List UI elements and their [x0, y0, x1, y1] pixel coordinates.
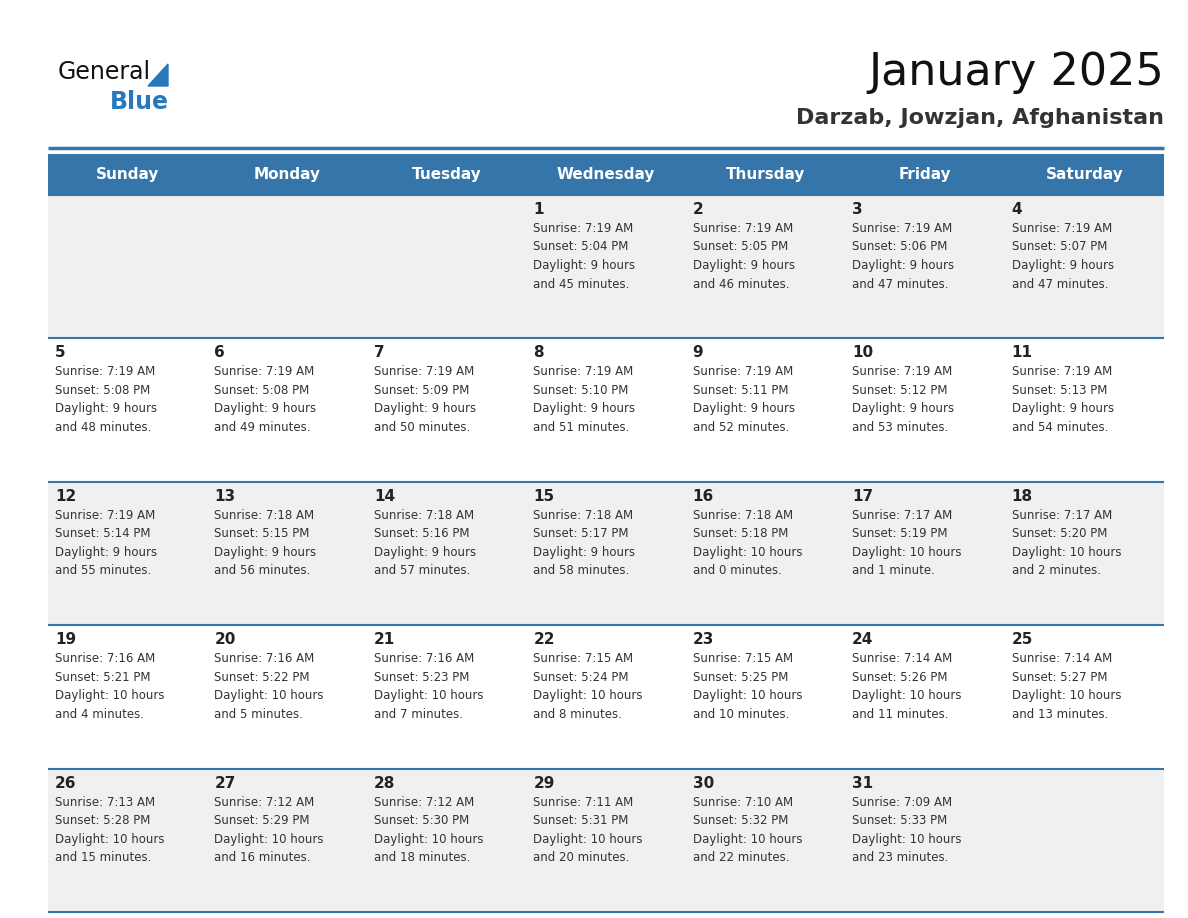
Text: 28: 28	[374, 776, 396, 790]
Text: Sunrise: 7:11 AM
Sunset: 5:31 PM
Daylight: 10 hours
and 20 minutes.: Sunrise: 7:11 AM Sunset: 5:31 PM Dayligh…	[533, 796, 643, 864]
Text: Sunday: Sunday	[96, 167, 159, 183]
Text: 30: 30	[693, 776, 714, 790]
Text: Sunrise: 7:19 AM
Sunset: 5:12 PM
Daylight: 9 hours
and 53 minutes.: Sunrise: 7:19 AM Sunset: 5:12 PM Dayligh…	[852, 365, 954, 434]
Text: 2: 2	[693, 202, 703, 217]
Text: 6: 6	[214, 345, 226, 361]
Text: Saturday: Saturday	[1045, 167, 1123, 183]
Text: Sunrise: 7:19 AM
Sunset: 5:07 PM
Daylight: 9 hours
and 47 minutes.: Sunrise: 7:19 AM Sunset: 5:07 PM Dayligh…	[1011, 222, 1113, 290]
Bar	[845, 155, 1005, 195]
Text: 24: 24	[852, 633, 873, 647]
Text: Sunrise: 7:12 AM
Sunset: 5:30 PM
Daylight: 10 hours
and 18 minutes.: Sunrise: 7:12 AM Sunset: 5:30 PM Dayligh…	[374, 796, 484, 864]
Text: 15: 15	[533, 488, 555, 504]
Text: Sunrise: 7:19 AM
Sunset: 5:05 PM
Daylight: 9 hours
and 46 minutes.: Sunrise: 7:19 AM Sunset: 5:05 PM Dayligh…	[693, 222, 795, 290]
Text: 18: 18	[1011, 488, 1032, 504]
Text: 8: 8	[533, 345, 544, 361]
Text: Sunrise: 7:18 AM
Sunset: 5:18 PM
Daylight: 10 hours
and 0 minutes.: Sunrise: 7:18 AM Sunset: 5:18 PM Dayligh…	[693, 509, 802, 577]
Text: Wednesday: Wednesday	[557, 167, 656, 183]
Bar	[367, 155, 526, 195]
Text: Sunrise: 7:17 AM
Sunset: 5:19 PM
Daylight: 10 hours
and 1 minute.: Sunrise: 7:17 AM Sunset: 5:19 PM Dayligh…	[852, 509, 961, 577]
Text: Sunrise: 7:19 AM
Sunset: 5:13 PM
Daylight: 9 hours
and 54 minutes.: Sunrise: 7:19 AM Sunset: 5:13 PM Dayligh…	[1011, 365, 1113, 434]
Text: 17: 17	[852, 488, 873, 504]
Bar	[48, 768, 1164, 912]
Text: Sunrise: 7:16 AM
Sunset: 5:21 PM
Daylight: 10 hours
and 4 minutes.: Sunrise: 7:16 AM Sunset: 5:21 PM Dayligh…	[55, 652, 164, 721]
Text: 20: 20	[214, 633, 235, 647]
Text: 12: 12	[55, 488, 76, 504]
Text: Monday: Monday	[254, 167, 321, 183]
Text: Sunrise: 7:19 AM
Sunset: 5:08 PM
Daylight: 9 hours
and 49 minutes.: Sunrise: 7:19 AM Sunset: 5:08 PM Dayligh…	[214, 365, 316, 434]
Text: 27: 27	[214, 776, 235, 790]
Text: Sunrise: 7:19 AM
Sunset: 5:06 PM
Daylight: 9 hours
and 47 minutes.: Sunrise: 7:19 AM Sunset: 5:06 PM Dayligh…	[852, 222, 954, 290]
Text: Sunrise: 7:13 AM
Sunset: 5:28 PM
Daylight: 10 hours
and 15 minutes.: Sunrise: 7:13 AM Sunset: 5:28 PM Dayligh…	[55, 796, 164, 864]
Text: Sunrise: 7:15 AM
Sunset: 5:24 PM
Daylight: 10 hours
and 8 minutes.: Sunrise: 7:15 AM Sunset: 5:24 PM Dayligh…	[533, 652, 643, 721]
Text: 4: 4	[1011, 202, 1022, 217]
Bar	[48, 155, 208, 195]
Bar	[48, 339, 1164, 482]
Text: Sunrise: 7:09 AM
Sunset: 5:33 PM
Daylight: 10 hours
and 23 minutes.: Sunrise: 7:09 AM Sunset: 5:33 PM Dayligh…	[852, 796, 961, 864]
Text: 29: 29	[533, 776, 555, 790]
Text: Sunrise: 7:19 AM
Sunset: 5:08 PM
Daylight: 9 hours
and 48 minutes.: Sunrise: 7:19 AM Sunset: 5:08 PM Dayligh…	[55, 365, 157, 434]
Polygon shape	[148, 64, 168, 86]
Text: January 2025: January 2025	[868, 50, 1164, 94]
Bar	[48, 195, 1164, 339]
Text: Tuesday: Tuesday	[412, 167, 481, 183]
Text: 31: 31	[852, 776, 873, 790]
Text: 5: 5	[55, 345, 65, 361]
Text: General: General	[58, 60, 151, 84]
Text: Sunrise: 7:19 AM
Sunset: 5:04 PM
Daylight: 9 hours
and 45 minutes.: Sunrise: 7:19 AM Sunset: 5:04 PM Dayligh…	[533, 222, 636, 290]
Text: 9: 9	[693, 345, 703, 361]
Text: 25: 25	[1011, 633, 1032, 647]
Text: 22: 22	[533, 633, 555, 647]
Text: Sunrise: 7:17 AM
Sunset: 5:20 PM
Daylight: 10 hours
and 2 minutes.: Sunrise: 7:17 AM Sunset: 5:20 PM Dayligh…	[1011, 509, 1121, 577]
Bar	[526, 155, 685, 195]
Text: Sunrise: 7:19 AM
Sunset: 5:09 PM
Daylight: 9 hours
and 50 minutes.: Sunrise: 7:19 AM Sunset: 5:09 PM Dayligh…	[374, 365, 476, 434]
Text: Sunrise: 7:15 AM
Sunset: 5:25 PM
Daylight: 10 hours
and 10 minutes.: Sunrise: 7:15 AM Sunset: 5:25 PM Dayligh…	[693, 652, 802, 721]
Text: Sunrise: 7:19 AM
Sunset: 5:11 PM
Daylight: 9 hours
and 52 minutes.: Sunrise: 7:19 AM Sunset: 5:11 PM Dayligh…	[693, 365, 795, 434]
Text: Sunrise: 7:14 AM
Sunset: 5:26 PM
Daylight: 10 hours
and 11 minutes.: Sunrise: 7:14 AM Sunset: 5:26 PM Dayligh…	[852, 652, 961, 721]
Text: Friday: Friday	[898, 167, 952, 183]
Text: Sunrise: 7:19 AM
Sunset: 5:14 PM
Daylight: 9 hours
and 55 minutes.: Sunrise: 7:19 AM Sunset: 5:14 PM Dayligh…	[55, 509, 157, 577]
Text: 21: 21	[374, 633, 396, 647]
Text: 3: 3	[852, 202, 862, 217]
Bar	[1005, 155, 1164, 195]
Text: 19: 19	[55, 633, 76, 647]
Text: Sunrise: 7:16 AM
Sunset: 5:22 PM
Daylight: 10 hours
and 5 minutes.: Sunrise: 7:16 AM Sunset: 5:22 PM Dayligh…	[214, 652, 324, 721]
Bar	[48, 625, 1164, 768]
Bar	[48, 482, 1164, 625]
Text: 13: 13	[214, 488, 235, 504]
Text: Sunrise: 7:18 AM
Sunset: 5:15 PM
Daylight: 9 hours
and 56 minutes.: Sunrise: 7:18 AM Sunset: 5:15 PM Dayligh…	[214, 509, 316, 577]
Text: Sunrise: 7:16 AM
Sunset: 5:23 PM
Daylight: 10 hours
and 7 minutes.: Sunrise: 7:16 AM Sunset: 5:23 PM Dayligh…	[374, 652, 484, 721]
Text: Sunrise: 7:18 AM
Sunset: 5:17 PM
Daylight: 9 hours
and 58 minutes.: Sunrise: 7:18 AM Sunset: 5:17 PM Dayligh…	[533, 509, 636, 577]
Text: Darzab, Jowzjan, Afghanistan: Darzab, Jowzjan, Afghanistan	[796, 108, 1164, 128]
Text: 23: 23	[693, 633, 714, 647]
Text: 11: 11	[1011, 345, 1032, 361]
Bar	[208, 155, 367, 195]
Text: 16: 16	[693, 488, 714, 504]
Text: Blue: Blue	[110, 90, 169, 114]
Text: Sunrise: 7:18 AM
Sunset: 5:16 PM
Daylight: 9 hours
and 57 minutes.: Sunrise: 7:18 AM Sunset: 5:16 PM Dayligh…	[374, 509, 476, 577]
Text: 1: 1	[533, 202, 544, 217]
Text: Sunrise: 7:10 AM
Sunset: 5:32 PM
Daylight: 10 hours
and 22 minutes.: Sunrise: 7:10 AM Sunset: 5:32 PM Dayligh…	[693, 796, 802, 864]
Text: 14: 14	[374, 488, 394, 504]
Bar	[685, 155, 845, 195]
Text: 7: 7	[374, 345, 385, 361]
Text: Sunrise: 7:14 AM
Sunset: 5:27 PM
Daylight: 10 hours
and 13 minutes.: Sunrise: 7:14 AM Sunset: 5:27 PM Dayligh…	[1011, 652, 1121, 721]
Text: Sunrise: 7:12 AM
Sunset: 5:29 PM
Daylight: 10 hours
and 16 minutes.: Sunrise: 7:12 AM Sunset: 5:29 PM Dayligh…	[214, 796, 324, 864]
Text: Sunrise: 7:19 AM
Sunset: 5:10 PM
Daylight: 9 hours
and 51 minutes.: Sunrise: 7:19 AM Sunset: 5:10 PM Dayligh…	[533, 365, 636, 434]
Text: 26: 26	[55, 776, 76, 790]
Text: 10: 10	[852, 345, 873, 361]
Text: Thursday: Thursday	[726, 167, 805, 183]
